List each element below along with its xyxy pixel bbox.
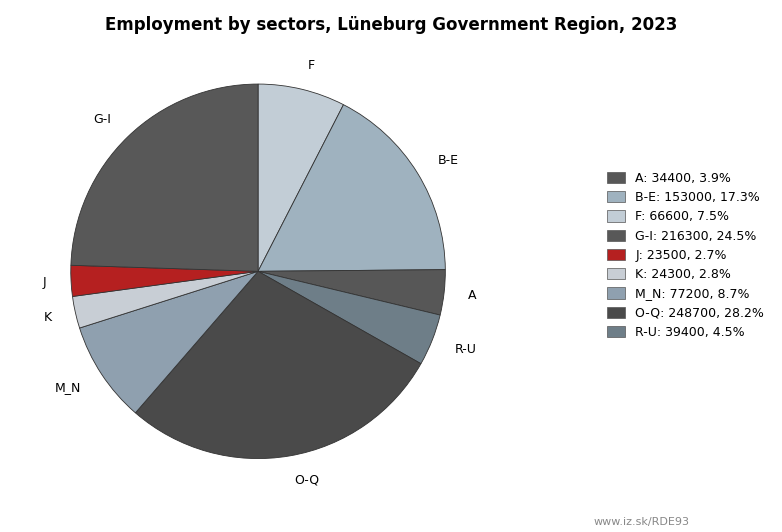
Wedge shape bbox=[258, 105, 445, 271]
Text: Employment by sectors, Lüneburg Government Region, 2023: Employment by sectors, Lüneburg Governme… bbox=[105, 16, 677, 34]
Text: M_N: M_N bbox=[55, 381, 81, 394]
Wedge shape bbox=[71, 84, 258, 271]
Wedge shape bbox=[80, 271, 258, 413]
Text: J: J bbox=[43, 276, 47, 289]
Wedge shape bbox=[135, 271, 421, 459]
Wedge shape bbox=[73, 271, 258, 328]
Legend: A: 34400, 3.9%, B-E: 153000, 17.3%, F: 66600, 7.5%, G-I: 216300, 24.5%, J: 23500: A: 34400, 3.9%, B-E: 153000, 17.3%, F: 6… bbox=[603, 168, 768, 343]
Wedge shape bbox=[258, 84, 343, 271]
Wedge shape bbox=[71, 265, 258, 296]
Text: www.iz.sk/RDE93: www.iz.sk/RDE93 bbox=[594, 517, 689, 527]
Text: B-E: B-E bbox=[438, 154, 459, 167]
Text: K: K bbox=[44, 311, 52, 324]
Wedge shape bbox=[258, 270, 445, 315]
Text: O-Q: O-Q bbox=[294, 473, 319, 486]
Text: R-U: R-U bbox=[455, 343, 477, 355]
Text: G-I: G-I bbox=[93, 113, 111, 126]
Text: F: F bbox=[307, 59, 315, 72]
Text: A: A bbox=[468, 289, 477, 302]
Wedge shape bbox=[258, 271, 440, 364]
